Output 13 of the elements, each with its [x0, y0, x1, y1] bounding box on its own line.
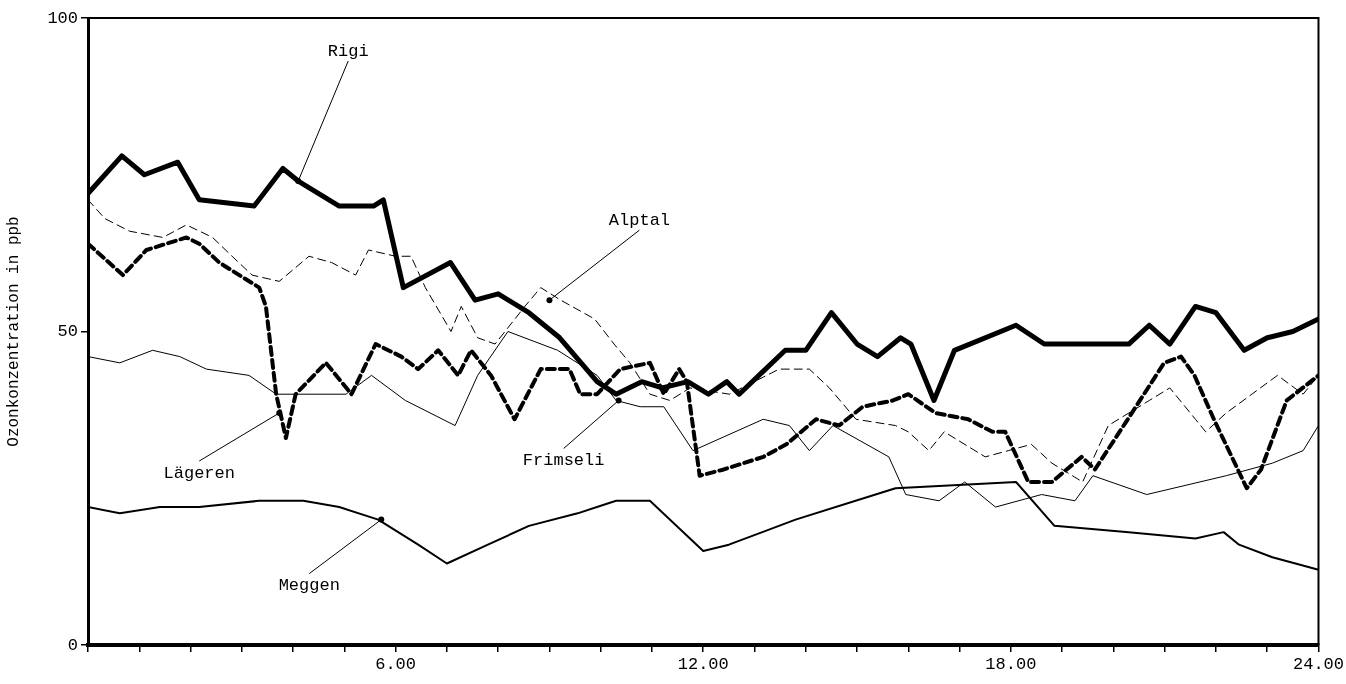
- y-axis-title: Ozonkonzentration in ppb: [4, 216, 23, 447]
- annotation: Rigi: [327, 41, 369, 61]
- annotation: Alptal: [608, 210, 671, 230]
- annotation: Frimseli: [522, 450, 605, 470]
- y-tick-label: 0: [67, 635, 78, 655]
- x-tick-label: 18.00: [985, 654, 1037, 674]
- x-tick-label: 12.00: [677, 654, 729, 674]
- y-tick-label: 50: [57, 322, 78, 341]
- y-tick-label: 100: [47, 8, 78, 28]
- x-tick-label: 6.00: [375, 654, 417, 674]
- annotation: Meggen: [278, 576, 340, 596]
- x-tick-label: 24.00: [1292, 654, 1344, 674]
- annotation: Lägeren: [163, 463, 235, 483]
